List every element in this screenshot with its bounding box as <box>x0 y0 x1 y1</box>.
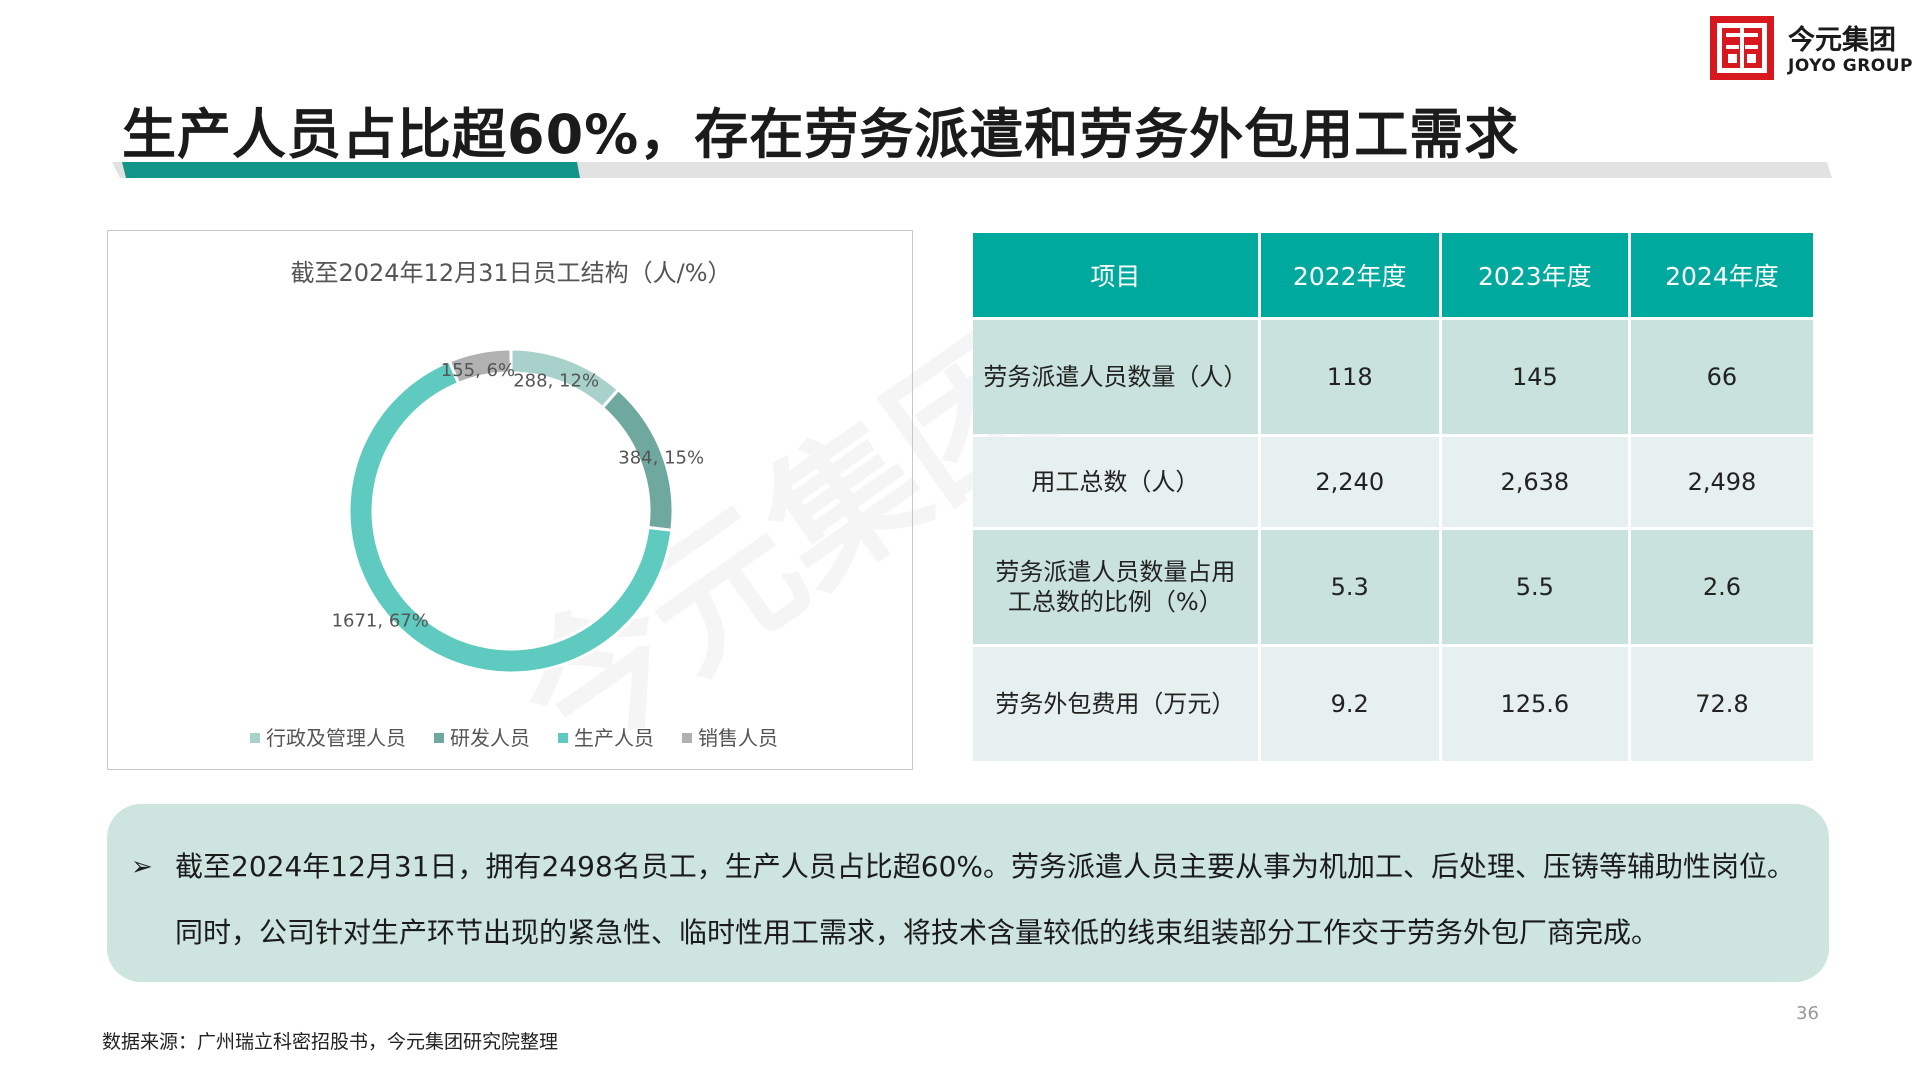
table-cell: 5.3 <box>1260 530 1439 644</box>
table-row: 劳务派遣人员数量（人） 118 145 66 <box>973 320 1813 434</box>
header-2024: 2024年度 <box>1630 233 1813 317</box>
source-note: 数据来源：广州瑞立科密招股书，今元集团研究院整理 <box>102 1031 559 1053</box>
table-cell: 118 <box>1260 320 1439 434</box>
donut-labels: 288, 12% 384, 15% 1671, 67% 155, 6% <box>332 360 705 632</box>
title-underline <box>112 162 1832 178</box>
header-item: 项目 <box>973 233 1258 317</box>
logo-text-en: JOYO GROUP <box>1788 56 1914 76</box>
slice-production <box>347 359 674 675</box>
summary-text: 截至2024年12月31日，拥有2498名员工，生产人员占比超60%。劳务派遣人… <box>175 850 1796 949</box>
title-underline-accent <box>122 162 580 178</box>
data-label-sales: 155, 6% <box>441 360 515 381</box>
table-cell: 9.2 <box>1260 647 1439 761</box>
header-2022: 2022年度 <box>1260 233 1439 317</box>
table-cell: 72.8 <box>1630 647 1813 761</box>
chart-panel: 截至2024年12月31日员工结构（人/%） 288, 12% 384, 15% 1… <box>107 230 913 770</box>
legend-swatch-rnd <box>434 733 444 743</box>
page-number: 36 <box>1796 1003 1819 1024</box>
page-title: 生产人员占比超60%，存在劳务派遣和劳务外包用工需求 <box>122 103 1520 166</box>
table-cell: 145 <box>1441 320 1628 434</box>
legend-item-sales: 销售人员 <box>682 726 778 750</box>
legend-label-admin: 行政及管理人员 <box>266 726 406 750</box>
logo: 今元集团 JOYO GROUP <box>1708 14 1913 82</box>
data-label-admin: 288, 12% <box>513 371 599 392</box>
table-cell: 2.6 <box>1630 530 1813 644</box>
row-item-label: 劳务派遣人员数量占用 工总数的比例（%） <box>973 530 1258 644</box>
table-row: 劳务外包费用（万元） 9.2 125.6 72.8 <box>973 647 1813 761</box>
slice-sales <box>447 347 513 386</box>
legend-label-sales: 销售人员 <box>698 726 778 750</box>
donut-slices <box>347 347 675 675</box>
table-cell: 2,498 <box>1630 437 1813 527</box>
legend-swatch-sales <box>682 733 692 743</box>
row-item-label-line: 工总数的比例（%） <box>1007 588 1223 616</box>
donut-chart: 截至2024年12月31日员工结构（人/%） 288, 12% 384, 15% 1… <box>250 259 778 750</box>
row-item-label: 用工总数（人） <box>973 437 1258 527</box>
logo-text-cn: 今元集团 <box>1788 25 1896 56</box>
row-item-label: 劳务派遣人员数量（人） <box>973 320 1258 434</box>
table-cell: 66 <box>1630 320 1813 434</box>
table-cell: 5.5 <box>1441 530 1628 644</box>
header-2023: 2023年度 <box>1441 233 1628 317</box>
legend-label-rnd: 研发人员 <box>450 726 530 750</box>
table-cell: 2,240 <box>1260 437 1439 527</box>
logo-mark-icon <box>1710 16 1774 80</box>
table-cell: 2,638 <box>1441 437 1628 527</box>
data-label-rnd: 384, 15% <box>618 448 704 469</box>
legend-swatch-admin <box>250 733 260 743</box>
row-item-label: 劳务外包费用（万元） <box>973 647 1258 761</box>
legend-item-production: 生产人员 <box>558 726 654 750</box>
legend-item-admin: 行政及管理人员 <box>250 726 406 750</box>
legend-label-production: 生产人员 <box>574 726 654 750</box>
summary-box: ➢ 截至2024年12月31日，拥有2498名员工，生产人员占比超60%。劳务派… <box>107 804 1829 982</box>
table-row: 用工总数（人） 2,240 2,638 2,498 <box>973 437 1813 527</box>
table-header-row: 项目 2022年度 2023年度 2024年度 <box>973 233 1813 317</box>
legend-swatch-production <box>558 733 568 743</box>
data-label-production: 1671, 67% <box>332 610 429 631</box>
chart-title: 截至2024年12月31日员工结构（人/%） <box>290 259 731 287</box>
data-table: 项目 2022年度 2023年度 2024年度 劳务派遣人员数量（人） 118 … <box>970 230 1816 764</box>
legend-item-rnd: 研发人员 <box>434 726 530 750</box>
chart-legend: 行政及管理人员 研发人员 生产人员 销售人员 <box>250 726 778 750</box>
bullet-arrow-icon: ➢ <box>131 852 153 882</box>
table-row: 劳务派遣人员数量占用 工总数的比例（%） 5.3 5.5 2.6 <box>973 530 1813 644</box>
table-cell: 125.6 <box>1441 647 1628 761</box>
row-item-label-line: 劳务派遣人员数量占用 <box>995 558 1236 586</box>
